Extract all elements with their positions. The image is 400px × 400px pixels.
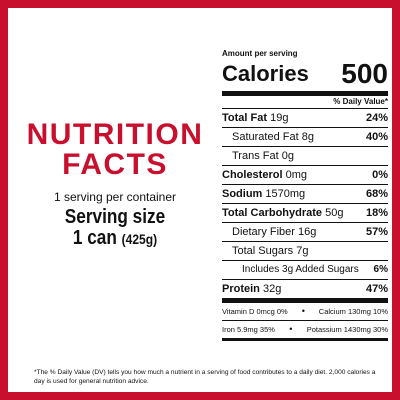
- nutrient-row-sodium: Sodium 1570mg 68%: [222, 185, 388, 204]
- daily-value-header: % Daily Value*: [222, 96, 388, 109]
- iron: Iron 5.9mg 35%: [222, 325, 275, 334]
- divider-thick: [222, 298, 388, 303]
- nutrient-name: Cholesterol: [222, 169, 283, 181]
- divider-medium: [222, 338, 388, 341]
- nutrient-row-added-sugars: Includes 3g Added Sugars 6%: [222, 261, 388, 280]
- nutrient-name: Sodium: [222, 188, 263, 200]
- nutrient-name: Includes 3g Added Sugars: [242, 264, 359, 275]
- title-line-2: FACTS: [62, 148, 168, 181]
- nutrient-dv: 47%: [365, 283, 388, 295]
- nutrient-dv: 57%: [365, 226, 388, 238]
- nutrient-name: Total Carbohydrate: [222, 207, 323, 219]
- nutrition-summary: NUTRITION FACTS 1 serving per container …: [18, 120, 212, 250]
- nutrient-row-cholesterol: Cholesterol 0mg 0%: [222, 166, 388, 185]
- nutrient-row-total-carbohydrate: Total Carbohydrate 50g 18%: [222, 204, 388, 223]
- nutrient-name: Trans Fat: [232, 150, 279, 162]
- bullet-separator: •: [301, 306, 305, 316]
- serving-size-grams: (425g): [121, 231, 158, 247]
- nutrient-row-dietary-fiber: Dietary Fiber 16g 57%: [222, 223, 388, 242]
- calories-label: Calories: [222, 61, 309, 86]
- nutrient-name: Total Fat: [222, 112, 268, 124]
- nutrient-dv: 68%: [365, 188, 388, 200]
- serving-size-value: 1 can (425g): [32, 228, 199, 250]
- calcium: Calcium 130mg 10%: [318, 307, 388, 316]
- nutrition-facts-title: NUTRITION FACTS: [18, 120, 212, 180]
- nutrient-name: Total Sugars: [232, 245, 294, 257]
- micronutrient-row-1: Vitamin D 0mcg 0% • Calcium 130mg 10%: [222, 303, 388, 321]
- calories-row: Calories 500: [222, 59, 388, 89]
- nutrient-amount: 1570mg: [265, 188, 306, 200]
- nutrient-amount: 19g: [270, 112, 289, 124]
- nutrient-amount: 0g: [281, 150, 294, 162]
- nutrient-dv: 6%: [373, 264, 388, 275]
- nutrient-amount: 50g: [325, 207, 344, 219]
- nutrient-row-total-fat: Total Fat 19g 24%: [222, 109, 388, 128]
- nutrient-amount: 0mg: [285, 169, 307, 181]
- nutrient-row-protein: Protein 32g 47%: [222, 280, 388, 298]
- nutrient-amount: 32g: [262, 283, 282, 295]
- amount-per-serving: Amount per serving: [222, 49, 298, 58]
- nutrition-label-panel: Amount per serving Calories 500 % Daily …: [222, 49, 388, 341]
- vitamin-d: Vitamin D 0mcg 0%: [222, 307, 288, 316]
- micronutrient-row-2: Iron 5.9mg 35% • Potassium 1430mg 30%: [222, 321, 388, 338]
- nutrient-dv: 18%: [365, 207, 388, 219]
- nutrient-row-saturated-fat: Saturated Fat 8g 40%: [222, 128, 388, 147]
- nutrient-dv: 40%: [365, 131, 388, 143]
- serving-size-amount: 1 can: [72, 227, 117, 249]
- calories-value: 500: [341, 58, 388, 89]
- nutrient-dv: 24%: [365, 112, 388, 124]
- divider-thick: [222, 91, 388, 96]
- servings-per-container: 1 serving per container: [53, 190, 177, 204]
- nutrient-row-trans-fat: Trans Fat 0g: [222, 147, 388, 166]
- title-line-1: NUTRITION: [26, 118, 204, 151]
- nutrient-amount: 16g: [298, 226, 317, 238]
- nutrient-amount: 7g: [296, 245, 309, 257]
- nutrient-name: Dietary Fiber: [232, 226, 295, 238]
- bullet-separator: •: [289, 324, 293, 334]
- nutrient-name: Protein: [222, 283, 260, 295]
- nutrient-amount: 8g: [301, 131, 314, 143]
- potassium: Potassium 1430mg 30%: [306, 325, 388, 334]
- serving-size-label: Serving size: [64, 206, 166, 228]
- nutrient-row-total-sugars: Total Sugars 7g: [222, 242, 388, 261]
- daily-value-footnote: *The % Daily Value (DV) tells you how mu…: [34, 369, 376, 385]
- nutrient-name: Saturated Fat: [232, 131, 299, 143]
- nutrient-dv: 0%: [372, 169, 388, 181]
